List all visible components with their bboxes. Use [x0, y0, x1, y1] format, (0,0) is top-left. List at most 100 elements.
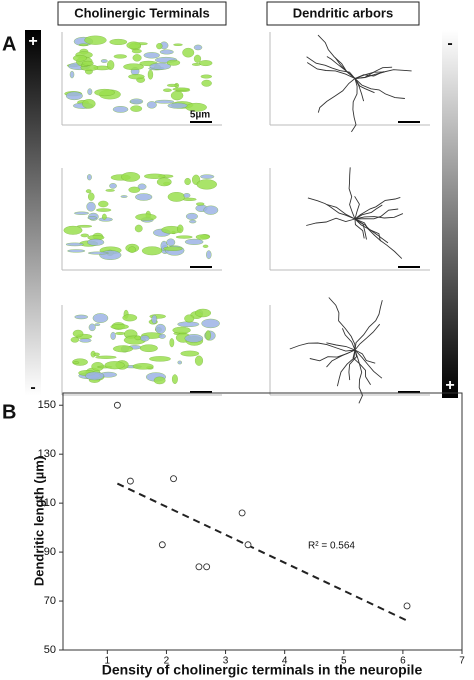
green-terminal	[105, 189, 115, 192]
green-terminal	[196, 202, 205, 206]
y-axis-label: Dendritic length (µm)	[31, 456, 46, 586]
green-terminal	[69, 70, 75, 79]
green-terminal	[86, 201, 96, 212]
green-terminal	[155, 323, 166, 334]
data-point	[403, 602, 411, 610]
green-terminal	[196, 179, 218, 190]
dendrite	[326, 342, 356, 351]
blue-puncta	[156, 177, 172, 187]
green-terminal	[149, 356, 171, 362]
blue-puncta	[159, 49, 174, 55]
plot-frame	[62, 392, 463, 651]
blue-puncta	[109, 38, 128, 45]
green-terminal	[88, 323, 96, 332]
panel-label: B	[2, 401, 16, 423]
green-terminal	[131, 48, 142, 54]
green-terminal	[95, 355, 117, 359]
green-terminal	[183, 193, 191, 198]
green-terminal	[112, 106, 129, 113]
dendrite	[306, 62, 356, 79]
header-box	[57, 1, 227, 26]
dendrite	[317, 78, 356, 113]
dendrite	[348, 167, 356, 220]
dendrite	[336, 349, 356, 387]
y-tick-label: 70	[44, 595, 56, 607]
green-terminal	[70, 336, 80, 343]
blue-puncta	[205, 330, 211, 341]
blue-puncta	[163, 88, 172, 92]
y-tick-label: 90	[44, 546, 56, 558]
blue-puncta	[132, 363, 154, 370]
green-terminal	[143, 52, 160, 59]
green-terminal	[88, 192, 95, 201]
data-point	[203, 563, 211, 571]
blue-puncta	[67, 249, 86, 253]
green-terminal	[85, 371, 105, 381]
data-point	[195, 563, 203, 571]
green-terminal	[65, 91, 83, 101]
x-axis-label: Density of cholinergic terminals in the …	[102, 662, 423, 678]
dendrite	[348, 349, 358, 381]
green-terminal	[100, 59, 108, 63]
green-terminal	[134, 224, 143, 233]
green-terminal	[107, 60, 115, 70]
dendrite	[354, 71, 384, 79]
green-terminal	[203, 205, 219, 215]
x-tick-label: 6	[400, 656, 406, 667]
data-point	[126, 477, 134, 485]
green-terminal	[194, 308, 212, 318]
blue-puncta	[81, 60, 94, 66]
dendrite	[352, 349, 371, 385]
green-terminal	[184, 334, 204, 343]
blue-puncta	[200, 74, 213, 79]
blue-puncta	[166, 83, 178, 87]
green-terminal	[126, 41, 141, 50]
dendrite	[289, 342, 356, 352]
dendrite	[354, 196, 360, 220]
dendrite	[354, 208, 399, 220]
green-terminal	[180, 350, 200, 357]
scale-label: 5µm	[190, 110, 210, 121]
bar-sign: +	[445, 377, 454, 394]
green-terminal	[86, 174, 92, 181]
green-terminal	[156, 43, 163, 50]
y-tick-label: 130	[38, 448, 56, 460]
green-terminal	[92, 313, 109, 323]
dendrite	[354, 218, 367, 240]
blue-puncta	[87, 251, 109, 255]
green-terminal	[93, 352, 100, 357]
data-point	[238, 509, 246, 517]
dendrite	[354, 204, 383, 220]
dendrite	[354, 71, 385, 79]
green-terminal	[163, 246, 183, 251]
blue-puncta	[151, 314, 158, 324]
green-terminal	[177, 224, 184, 234]
green-terminal	[132, 54, 142, 62]
green-terminal	[102, 213, 107, 220]
green-terminal	[184, 177, 191, 186]
blue-puncta	[206, 250, 212, 260]
x-tick-label: 3	[223, 656, 229, 667]
green-terminal	[113, 54, 127, 59]
dendrite	[307, 197, 356, 220]
green-terminal	[95, 208, 112, 212]
dendrite	[354, 78, 375, 94]
green-terminal	[194, 355, 204, 366]
green-terminal	[72, 329, 84, 338]
blue-puncta	[73, 211, 90, 215]
blue-puncta	[184, 314, 195, 323]
dendrite	[351, 78, 358, 133]
green-terminal	[171, 374, 178, 384]
dendrite	[354, 349, 363, 404]
blue-puncta	[98, 200, 109, 208]
dendrite	[326, 204, 356, 220]
green-terminal	[200, 174, 215, 179]
dendrite	[354, 349, 383, 379]
green-terminal	[112, 345, 134, 353]
green-terminal	[110, 324, 129, 330]
green-terminal	[65, 242, 84, 247]
green-terminal	[195, 234, 210, 240]
bar-sign: -	[30, 379, 35, 396]
green-terminal	[141, 246, 163, 256]
